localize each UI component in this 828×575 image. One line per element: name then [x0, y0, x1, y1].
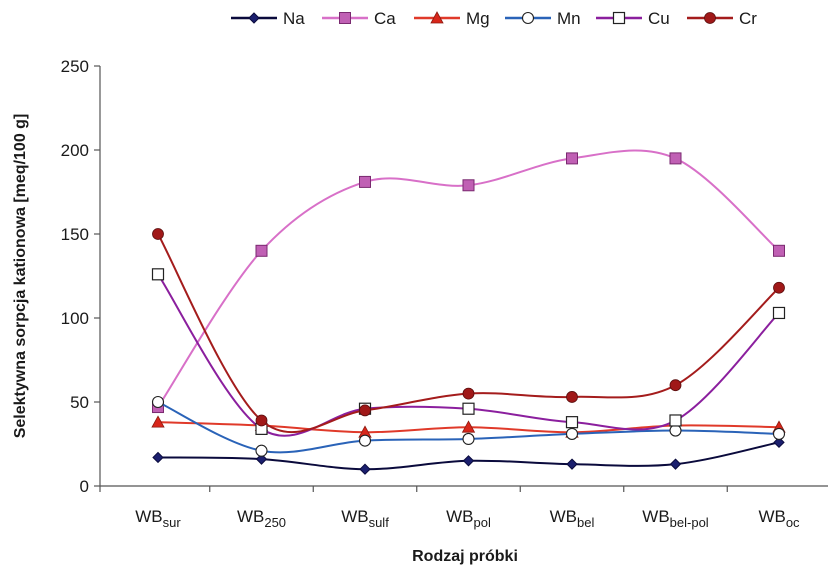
x-tick-label: WBbel — [550, 507, 595, 530]
legend-item-cu: Cu — [596, 9, 670, 28]
legend-label: Na — [283, 9, 305, 28]
data-point-ca — [359, 175, 371, 188]
legend-item-cr: Cr — [687, 9, 757, 28]
x-tick-label: WBbel-pol — [642, 507, 709, 530]
legend-swatch-marker — [612, 11, 626, 25]
data-point-mn — [772, 427, 786, 440]
data-point-cr — [255, 414, 268, 427]
data-point-cr — [359, 404, 371, 417]
y-tick-label: 200 — [61, 141, 89, 160]
legend-label: Mg — [466, 9, 490, 28]
data-point-ca — [773, 244, 785, 257]
y-tick-label: 50 — [70, 393, 89, 412]
legend-swatch-marker — [430, 11, 444, 24]
data-point-cu — [462, 402, 475, 415]
x-tick-label: WBpol — [446, 507, 491, 530]
x-tick-label: WB250 — [237, 507, 286, 530]
data-point-cr — [773, 281, 785, 294]
x-tick-label: WBsulf — [341, 507, 389, 530]
series-na — [152, 436, 785, 475]
data-point-cu — [669, 414, 682, 427]
axes — [99, 66, 828, 487]
data-point-mn — [151, 395, 165, 409]
data-point-ca — [566, 152, 578, 165]
data-point-na — [669, 458, 682, 470]
data-point-cu — [565, 416, 579, 429]
series-cr — [152, 228, 785, 433]
data-point-na — [462, 455, 475, 467]
data-point-ca — [669, 152, 682, 165]
legend-label: Ca — [374, 9, 396, 28]
legend-item-mn: Mn — [505, 9, 581, 28]
y-tick-label: 0 — [80, 477, 89, 496]
y-tick-label: 100 — [61, 309, 89, 328]
data-point-ca — [462, 179, 475, 192]
legend-label: Mn — [557, 9, 581, 28]
data-point-na — [359, 463, 371, 475]
data-point-cr — [462, 387, 475, 400]
legend-swatch-marker — [521, 11, 535, 25]
legend-item-na: Na — [231, 9, 305, 28]
data-point-cr — [566, 391, 578, 403]
legend: Na Ca Mg Mn Cu Cr — [231, 9, 757, 28]
y-tick-label: 150 — [61, 225, 89, 244]
legend-swatch-marker — [339, 12, 351, 24]
legend-label: Cu — [648, 9, 670, 28]
y-axis-title: Selektywna sorpcja kationowa [meq/100 g] — [12, 114, 29, 439]
data-point-mg — [461, 420, 476, 433]
series-cu — [151, 268, 786, 437]
data-point-mn — [565, 427, 579, 440]
series-ca — [152, 149, 785, 414]
data-point-cr — [669, 379, 682, 392]
data-point-ca — [255, 244, 268, 257]
series-mn — [151, 395, 786, 457]
y-tick-label: 250 — [61, 57, 89, 76]
y-ticks: 0 50 100 150 200 250 — [61, 57, 100, 496]
data-point-mn — [358, 434, 372, 447]
data-point-mg — [151, 415, 165, 428]
legend-item-ca: Ca — [322, 9, 396, 28]
data-point-cu — [151, 268, 165, 281]
legend-item-mg: Mg — [414, 9, 490, 28]
data-point-cu — [772, 306, 786, 320]
legend-swatch-marker — [248, 12, 260, 24]
data-point-mn — [462, 432, 475, 446]
series-layer — [151, 149, 786, 475]
data-point-cr — [152, 228, 164, 240]
data-point-na — [566, 458, 578, 470]
data-point-na — [255, 453, 268, 465]
legend-label: Cr — [739, 9, 757, 28]
x-axis-title: Rodzaj próbki — [412, 548, 518, 565]
data-point-mn — [255, 444, 268, 457]
x-tick-label: WBsur — [135, 507, 181, 530]
data-point-na — [773, 436, 785, 449]
legend-swatch-marker — [704, 12, 716, 24]
x-ticks: WBsur WB250 WBsulf WBpol WBbel WBbel-pol WBoc — [99, 486, 800, 530]
x-tick-label: WBoc — [758, 507, 800, 530]
data-point-mn — [669, 424, 682, 437]
data-point-na — [152, 451, 164, 464]
